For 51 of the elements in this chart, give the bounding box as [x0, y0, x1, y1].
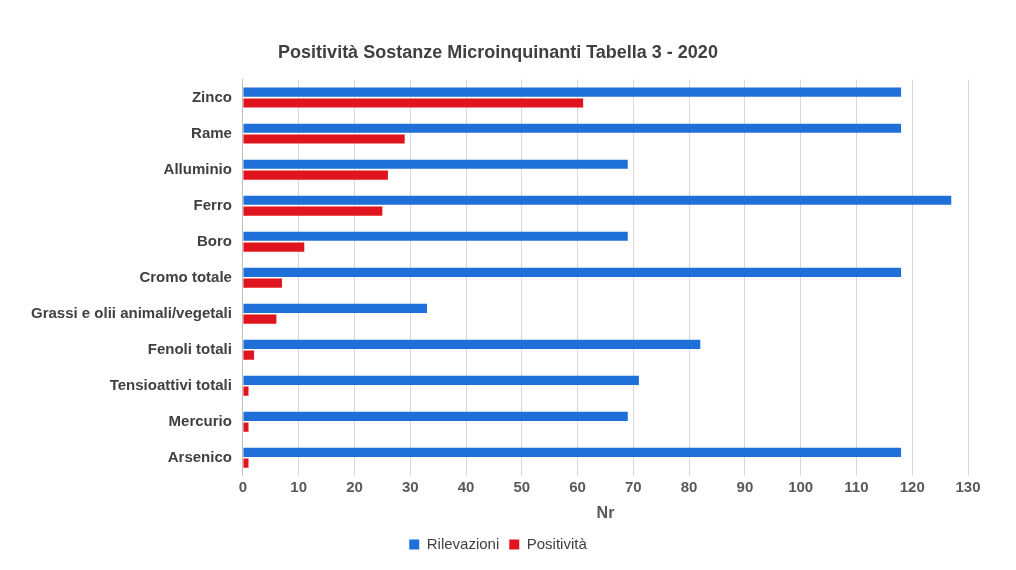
legend-label: Positività: [526, 534, 588, 552]
y-tick-label: Tensioattivi totali: [109, 375, 232, 393]
x-tick-label: 100: [788, 477, 814, 495]
bar: [243, 447, 902, 457]
x-tick-label: 50: [513, 477, 531, 495]
x-tick-label: 80: [680, 477, 698, 495]
bar: [243, 231, 628, 241]
x-tick-label: 10: [290, 477, 308, 495]
bar: [243, 195, 952, 205]
bar: [243, 314, 277, 324]
bar: [243, 303, 427, 313]
bar: [243, 159, 628, 169]
x-tick-label: 20: [346, 477, 363, 495]
bar: [243, 98, 584, 108]
bar: [243, 350, 255, 360]
y-tick-label: Arsenico: [167, 447, 232, 465]
x-tick-label: 110: [844, 477, 869, 495]
bar: [243, 278, 282, 288]
bar: [243, 123, 902, 133]
x-tick-label: 90: [736, 477, 754, 495]
bar: [243, 242, 305, 252]
y-tick-label: Zinco: [191, 87, 232, 105]
bar: [243, 87, 902, 97]
bar: [243, 422, 249, 432]
y-tick-label: Ferro: [193, 195, 232, 213]
legend-label: Rilevazioni: [426, 534, 500, 552]
bar: [243, 339, 701, 349]
x-tick-label: 30: [401, 477, 419, 495]
y-tick-label: Grassi e olii animali/vegetali: [30, 303, 232, 321]
x-axis-title: Nr: [596, 503, 615, 521]
bar: [243, 411, 628, 421]
bar: [243, 170, 388, 180]
x-tick-label: 40: [457, 477, 475, 495]
bar: [243, 206, 383, 216]
x-tick-label: 70: [625, 477, 642, 495]
bar: [243, 375, 639, 385]
bar: [243, 267, 902, 277]
bar: [243, 458, 249, 468]
x-tick-label: 0: [238, 477, 248, 495]
y-tick-label: Rame: [191, 123, 232, 141]
y-tick-label: Boro: [196, 231, 232, 249]
y-tick-label: Alluminio: [163, 159, 232, 177]
y-tick-label: Cromo totale: [139, 267, 232, 285]
x-tick-label: 60: [569, 477, 586, 495]
bar: [243, 386, 249, 396]
chart-title: Positività Sostanze Microinquinanti Tabella 3 - 2020: [278, 41, 718, 62]
y-tick-label: Fenoli totali: [147, 339, 232, 357]
x-tick-label: 120: [899, 477, 925, 495]
y-tick-label: Mercurio: [168, 411, 232, 429]
bar: [243, 134, 405, 144]
x-tick-label: 130: [955, 477, 981, 495]
